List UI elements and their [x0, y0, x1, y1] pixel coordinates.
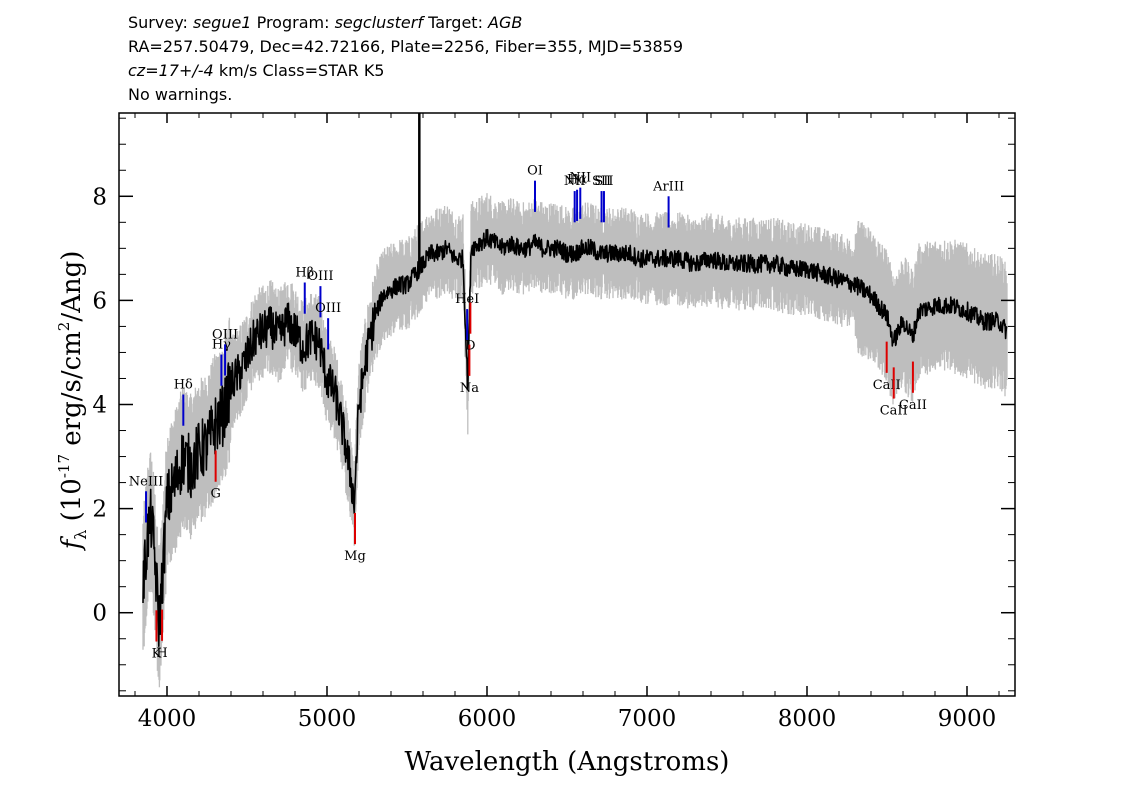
x-tick-label: 4000: [138, 706, 197, 732]
emission-line-label: SII: [594, 174, 613, 189]
absorption-line-label: G: [210, 487, 220, 502]
x-tick-label: 8000: [778, 706, 837, 732]
redshift-value: cz=17+/-4: [128, 61, 214, 80]
emission-line-label: HeI: [455, 292, 479, 307]
y-tick-label: 8: [92, 184, 107, 210]
absorption-line-label: K: [152, 647, 162, 662]
y-axis: 0 2 4 6 8: [92, 117, 1015, 692]
emission-line-label: NII: [564, 174, 586, 189]
emission-line-label: OIII: [307, 269, 333, 284]
header-line-redshift: cz=17+/-4 km/s Class=STAR K5: [128, 59, 683, 83]
program-label: Program:: [256, 13, 330, 32]
error-band-strokes: [142, 193, 1008, 688]
x-tick-label: 7000: [618, 706, 677, 732]
x-tick-label: 6000: [458, 706, 517, 732]
emission-line-label: Hα: [567, 173, 587, 188]
absorption-line-label: CaII: [873, 378, 901, 393]
emission-line-label: Hδ: [174, 378, 193, 393]
target-label: Target:: [428, 13, 483, 32]
emission-line-label: OIII: [315, 301, 341, 316]
redshift-class: km/s Class=STAR K5: [218, 61, 385, 80]
program-value: segclusterf: [334, 13, 423, 32]
x-axis-title: Wavelength (Angstroms): [405, 747, 730, 777]
y-tick-label: 2: [92, 497, 107, 523]
header-line-coordinates: RA=257.50479, Dec=42.72166, Plate=2256, …: [128, 37, 684, 56]
y-tick-label: 0: [92, 601, 107, 627]
emission-line-label: OIII: [212, 327, 238, 342]
absorption-line-label: H: [156, 646, 167, 661]
survey-label: Survey:: [128, 13, 188, 32]
flux-series: [142, 113, 1008, 647]
y-tick-label: 6: [92, 288, 107, 314]
target-value: AGB: [488, 13, 523, 32]
emission-line-label: SII: [592, 174, 611, 189]
error-band: [142, 193, 1008, 688]
emission-line-label: NII: [569, 171, 591, 186]
y-axis-title: fλ (10-17 erg/s/cm2/Ang): [55, 251, 90, 552]
spectrum-header: Survey: segue1 Program: segclusterf Targ…: [128, 11, 683, 107]
header-line-warnings: No warnings.: [128, 85, 233, 104]
absorption-line-label: Na: [460, 381, 479, 396]
emission-line-label: NeIII: [129, 474, 163, 489]
header-line-survey: Survey: segue1 Program: segclusterf Targ…: [128, 11, 683, 35]
y-tick-label: 4: [92, 393, 107, 419]
x-axis: 4000 5000 6000 7000 8000 9000: [134, 113, 1000, 732]
emission-line-label: ArIII: [652, 179, 684, 194]
emission-line-label: Hβ: [295, 265, 314, 280]
absorption-line-label: D: [465, 339, 475, 354]
survey-value: segue1: [192, 13, 252, 32]
absorption-line-label: CaII: [899, 398, 927, 413]
absorption-line-label: Mg: [344, 549, 366, 564]
flux-line: [142, 228, 1008, 647]
emission-line-label: OI: [527, 164, 543, 179]
absorption-line-label: CaII: [880, 404, 908, 419]
emission-line-label: Hγ: [212, 338, 231, 353]
x-tick-label: 9000: [938, 706, 997, 732]
x-tick-label: 5000: [298, 706, 357, 732]
